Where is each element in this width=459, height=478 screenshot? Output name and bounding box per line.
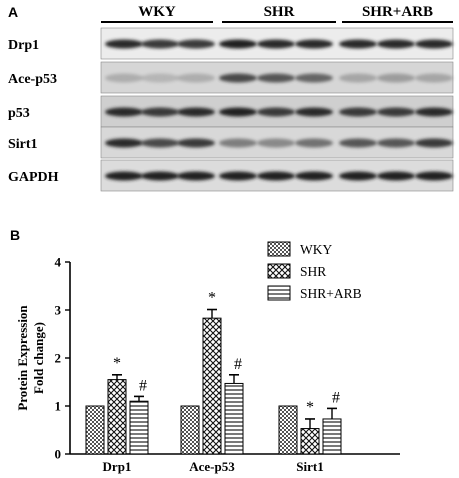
blot-group-label: SHR <box>264 4 295 20</box>
blot-band <box>219 171 257 181</box>
blot-band <box>141 107 179 117</box>
significance-asterisk: * <box>208 290 216 307</box>
blot-band <box>339 171 377 181</box>
legend-swatch <box>267 285 291 301</box>
panel-label-b: B <box>10 227 20 243</box>
significance-hash: # <box>332 389 340 406</box>
bars: * # * # * # <box>85 290 342 455</box>
blot-band <box>219 138 257 148</box>
blot-band <box>219 107 257 117</box>
blot-band <box>339 107 377 117</box>
blot-band <box>177 107 215 117</box>
blot-band <box>377 138 415 148</box>
blot-band <box>219 73 257 83</box>
blot-band <box>415 39 453 49</box>
blot-group-headers: WKY SHR SHR+ARB <box>101 4 453 23</box>
significance-asterisk: * <box>113 355 121 372</box>
blot-band <box>105 107 143 117</box>
legend-label: SHR <box>300 264 326 279</box>
blot-band <box>377 73 415 83</box>
y-tick-label: 2 <box>55 351 62 366</box>
y-tick-label: 4 <box>55 255 62 270</box>
legend-label: SHR+ARB <box>300 286 362 301</box>
x-tick-label: Sirt1 <box>296 459 323 474</box>
blot-band <box>141 39 179 49</box>
blot-band <box>257 39 295 49</box>
blot-band <box>105 39 143 49</box>
blot-band <box>105 73 143 83</box>
blot-rows: Drp1 Ace-p53 p53 Sirt1 GAPDH <box>8 27 454 192</box>
bar <box>224 382 244 455</box>
legend: WKY SHR SHR+ARB <box>267 241 362 301</box>
blot-band <box>377 171 415 181</box>
blot-band <box>257 107 295 117</box>
bar <box>129 400 149 455</box>
blot-band <box>295 107 333 117</box>
bar <box>278 405 298 455</box>
bar-chart: B Protein Expression Fold change) 0 1 2 3 4 Dr… <box>10 227 400 474</box>
bar <box>300 428 320 455</box>
y-axis-title: Protein Expression Fold change) <box>15 305 46 411</box>
bar <box>322 418 342 455</box>
blot-band <box>295 138 333 148</box>
blot-band <box>177 171 215 181</box>
panel-label-a: A <box>8 4 18 20</box>
blot-band <box>141 73 179 83</box>
y-axis-title-line2: Fold change) <box>31 322 46 394</box>
blot-band <box>415 107 453 117</box>
blot-band <box>339 138 377 148</box>
blot-band <box>141 138 179 148</box>
bar <box>107 379 127 455</box>
blot-band <box>295 39 333 49</box>
y-tick-label: 3 <box>55 303 62 318</box>
legend-label: WKY <box>300 242 332 257</box>
western-blot-panel: A WKY SHR SHR+ARB Drp1 Ace-p53 p53 Sirt1 GAPDH <box>8 4 454 192</box>
blot-band <box>219 39 257 49</box>
blot-protein-label: Drp1 <box>8 38 39 53</box>
x-tick-label: Drp1 <box>103 459 132 474</box>
blot-group-label: WKY <box>138 4 176 20</box>
bar <box>202 317 222 455</box>
blot-band <box>415 171 453 181</box>
blot-band <box>105 138 143 148</box>
significance-asterisk: * <box>306 399 314 416</box>
blot-band <box>339 73 377 83</box>
blot-band <box>339 39 377 49</box>
y-tick-label: 0 <box>55 447 62 462</box>
y-tick-label: 1 <box>55 399 62 414</box>
legend-swatch <box>267 241 291 257</box>
blot-protein-label: Ace-p53 <box>8 72 57 87</box>
blot-protein-label: Sirt1 <box>8 137 38 152</box>
blot-band <box>141 171 179 181</box>
blot-band <box>257 73 295 83</box>
blot-band <box>177 39 215 49</box>
significance-hash: # <box>139 377 147 394</box>
blot-band <box>177 73 215 83</box>
blot-band <box>415 138 453 148</box>
significance-hash: # <box>234 356 242 373</box>
y-axis-title-line1: Protein Expression <box>15 305 30 411</box>
blot-band <box>257 171 295 181</box>
x-tick-label: Ace-p53 <box>189 459 235 474</box>
blot-band <box>177 138 215 148</box>
blot-band <box>415 73 453 83</box>
blot-band <box>377 39 415 49</box>
blot-band <box>377 107 415 117</box>
blot-protein-label: p53 <box>8 106 30 121</box>
bar <box>180 405 200 455</box>
blot-band <box>295 73 333 83</box>
blot-protein-label: GAPDH <box>8 170 59 185</box>
blot-group-label: SHR+ARB <box>362 4 433 20</box>
blot-band <box>295 171 333 181</box>
blot-band <box>105 171 143 181</box>
blot-band <box>257 138 295 148</box>
bar <box>85 405 105 455</box>
legend-swatch <box>267 263 291 279</box>
